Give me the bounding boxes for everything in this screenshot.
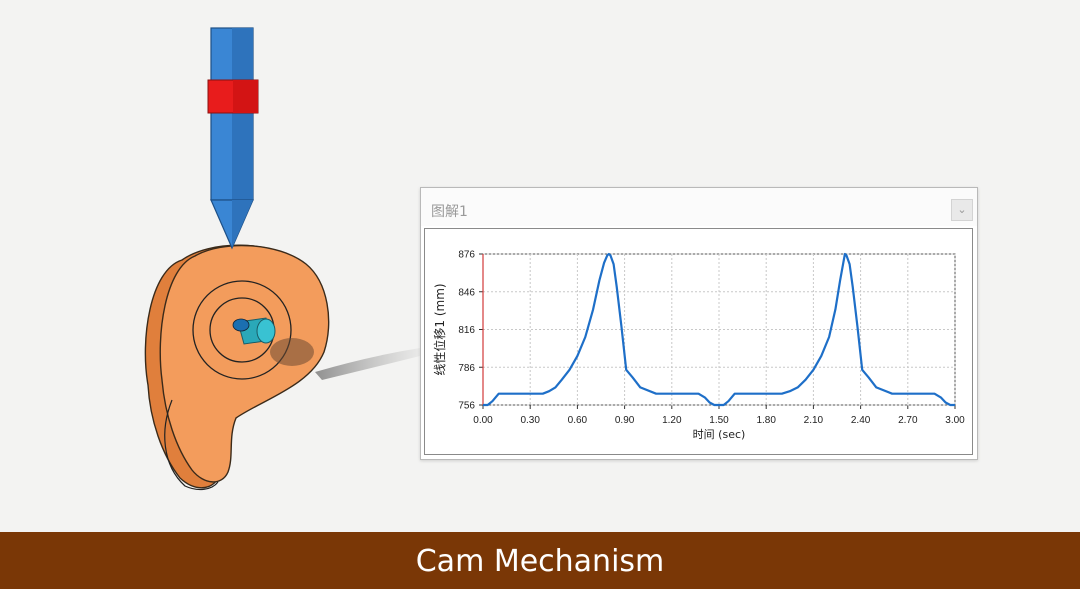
follower-rod-highlight [232,28,253,200]
shaft-end [256,318,276,344]
x-tick-label: 0.60 [568,415,588,426]
x-tick-label: 2.10 [804,415,824,426]
x-tick-label: 0.00 [473,415,493,426]
plot-area: 0.00 0.30 0.60 0.90 1.20 1.50 1.80 2.10 2.40 2.70… [424,228,973,455]
x-tick-label: 2.40 [851,415,871,426]
plot-window[interactable]: 图解1 ⌄ 0.00 0.30 0.60 0.90 1.20 1.50 1.80 2.10 2.… [420,187,978,460]
y-tick-label: 876 [458,250,475,261]
x-tick-label: 0.30 [520,415,540,426]
x-tick-label: 1.20 [662,415,682,426]
cam-shadow [315,348,420,380]
y-tick-label: 786 [458,363,475,374]
cam-mechanism-illustration [144,27,420,491]
y-tick-label: 846 [458,287,475,298]
y-tick-label: 816 [458,325,475,336]
cam-outer-circle [192,280,292,380]
follower-collar-shade [233,80,258,113]
x-axis-label: 时间 (sec) [693,428,746,441]
x-tick-label: 1.80 [756,415,776,426]
follower-tip-shade [232,200,253,248]
caption-bar: Cam Mechanism [0,532,1080,589]
plot-titlebar: 图解1 ⌄ [421,188,977,226]
cam-lobe-outline [164,399,219,491]
x-tick-label: 3.00 [945,415,965,426]
caption-title: Cam Mechanism [415,544,665,579]
y-axis-label: 线性位移1 (mm) [432,283,447,375]
shaft-shadow [270,338,314,366]
x-tick-label: 0.90 [615,415,635,426]
x-tick-label: 1.50 [709,415,729,426]
plot-window-title: 图解1 [431,204,468,220]
displacement-chart: 0.00 0.30 0.60 0.90 1.20 1.50 1.80 2.10 2.40 2.70… [432,250,965,442]
window-menu-icon[interactable]: ⌄ [951,199,973,221]
x-tick-label: 2.70 [898,415,918,426]
shaft-hub [232,318,250,332]
cam-face [159,244,330,483]
displacement-series-line [483,252,955,407]
y-tick-label: 756 [458,401,475,412]
